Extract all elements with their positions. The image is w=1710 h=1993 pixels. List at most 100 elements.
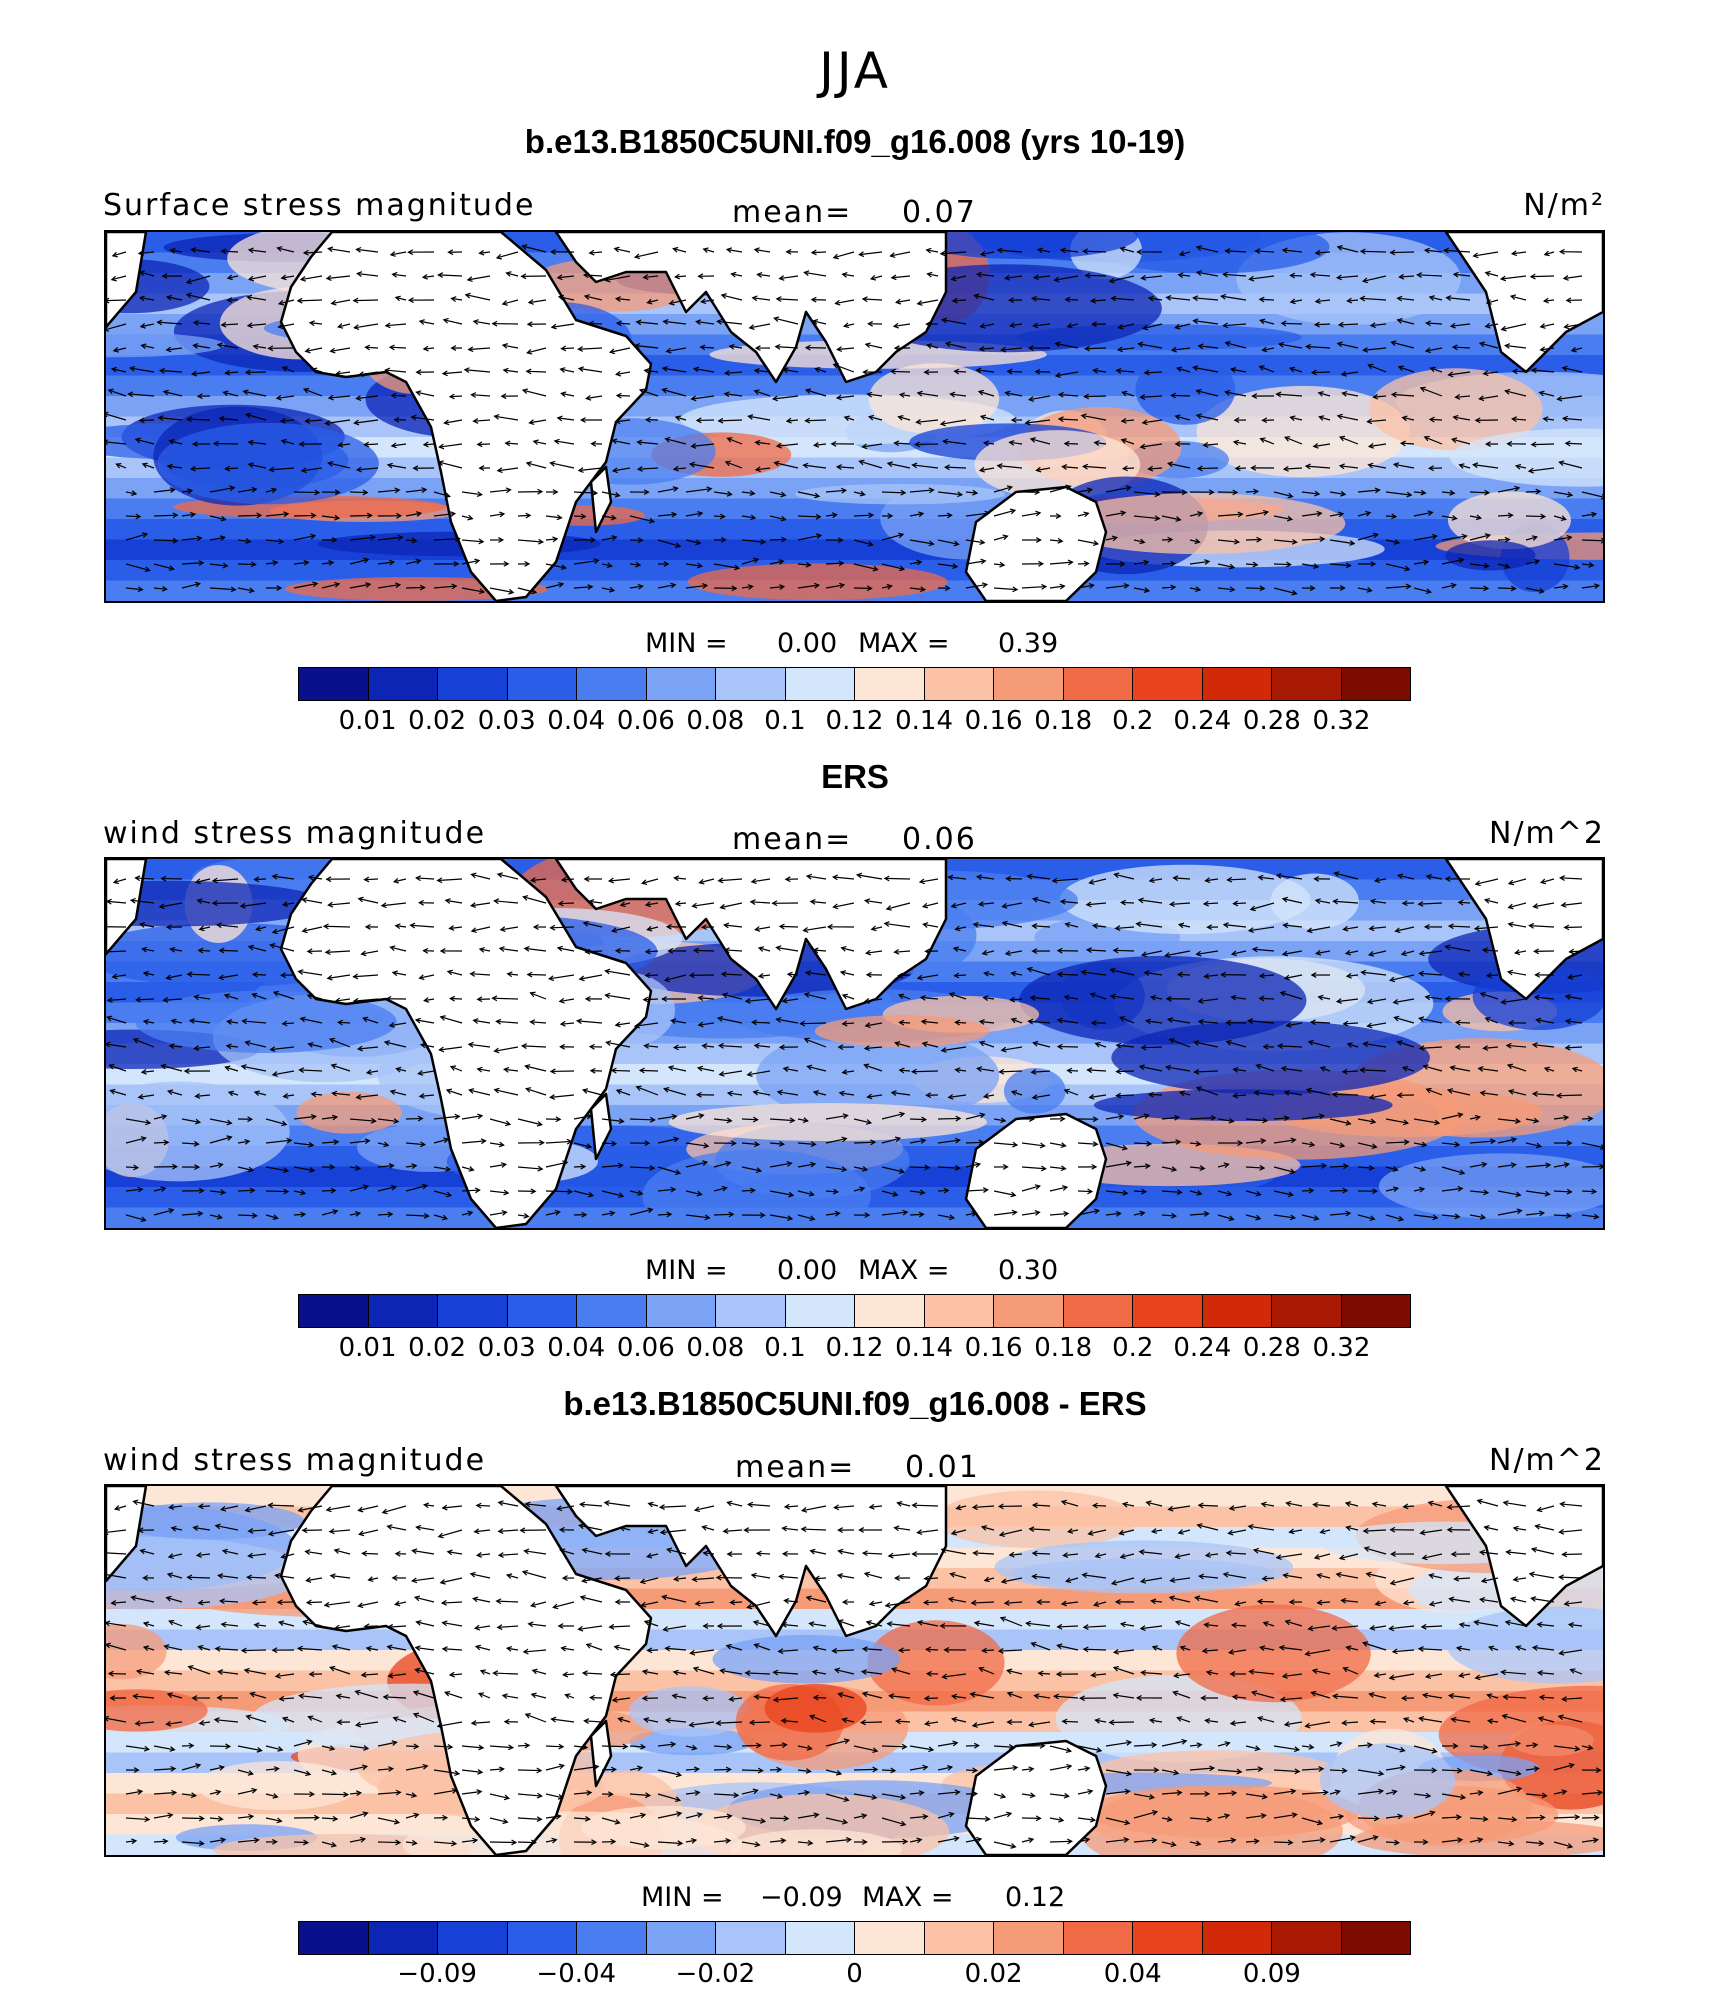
colorbar-tick-label: 0.08 bbox=[686, 1333, 744, 1363]
map-field-patch bbox=[1448, 492, 1571, 550]
map-field-patch bbox=[1135, 355, 1235, 425]
colorbar-swatch bbox=[994, 1295, 1064, 1327]
panel-2-min-label: MIN = bbox=[645, 1255, 728, 1286]
map-field-patch bbox=[712, 1635, 900, 1684]
panel-3-colorbar bbox=[298, 1921, 1411, 1955]
map-field-band bbox=[106, 519, 1603, 541]
colorbar-swatch bbox=[925, 668, 995, 700]
colorbar-tick-label: −0.09 bbox=[397, 1959, 477, 1989]
colorbar-swatch bbox=[508, 1295, 578, 1327]
panel-1-max-value: 0.39 bbox=[998, 628, 1058, 659]
colorbar-swatch bbox=[508, 1922, 578, 1954]
panel-1-mean-label: mean= bbox=[732, 195, 852, 230]
map-field-patch bbox=[629, 1686, 751, 1736]
colorbar-tick-label: 0.18 bbox=[1034, 1333, 1092, 1363]
panel-3-max-label: MAX = bbox=[862, 1882, 953, 1913]
panel-2-mean-label: mean= bbox=[732, 822, 852, 857]
map-field-patch bbox=[1176, 1604, 1370, 1702]
colorbar-swatch bbox=[577, 1922, 647, 1954]
colorbar-tick-label: 0.04 bbox=[1104, 1959, 1162, 1989]
colorbar-swatch bbox=[299, 668, 369, 700]
panel-1-title: b.e13.B1850C5UNI.f09_g16.008 (yrs 10-19) bbox=[0, 123, 1710, 161]
colorbar-swatch bbox=[1272, 1922, 1342, 1954]
colorbar-tick-label: 0.01 bbox=[339, 706, 397, 736]
colorbar-swatch bbox=[786, 1295, 856, 1327]
panel-2-map bbox=[104, 857, 1605, 1230]
map-field-patch bbox=[869, 363, 1000, 434]
panel-2-max-label: MAX = bbox=[858, 1255, 949, 1286]
colorbar-tick-label: 0.14 bbox=[895, 1333, 953, 1363]
colorbar-swatch bbox=[647, 1295, 717, 1327]
map-field-patch bbox=[1111, 1021, 1430, 1095]
colorbar-swatch bbox=[994, 668, 1064, 700]
colorbar-tick-label: 0.09 bbox=[1243, 1959, 1301, 1989]
colorbar-tick-label: 0.14 bbox=[895, 706, 953, 736]
colorbar-swatch bbox=[508, 668, 578, 700]
colorbar-swatch bbox=[438, 1295, 508, 1327]
colorbar-swatch bbox=[1133, 1922, 1203, 1954]
colorbar-tick-label: 0.04 bbox=[547, 706, 605, 736]
map-svg bbox=[106, 232, 1603, 601]
colorbar-swatch bbox=[716, 1295, 786, 1327]
panel-3-title: b.e13.B1850C5UNI.f09_g16.008 - ERS bbox=[0, 1385, 1710, 1423]
panel-1-mean-value: 0.07 bbox=[902, 195, 977, 230]
colorbar-tick-label: 0.03 bbox=[478, 706, 536, 736]
panel-3-units: N/m^2 bbox=[1489, 1443, 1605, 1478]
panel-3-variable-label: wind stress magnitude bbox=[103, 1443, 486, 1478]
colorbar-tick-label: 0.1 bbox=[764, 706, 805, 736]
colorbar-swatch bbox=[299, 1295, 369, 1327]
colorbar-tick-label: 0.32 bbox=[1312, 706, 1370, 736]
colorbar-tick-label: 0.28 bbox=[1243, 1333, 1301, 1363]
colorbar-tick-label: 0.16 bbox=[965, 706, 1023, 736]
colorbar-tick-label: 0.24 bbox=[1173, 1333, 1231, 1363]
panel-3-mean-value: 0.01 bbox=[905, 1450, 980, 1485]
colorbar-swatch bbox=[1342, 1295, 1411, 1327]
colorbar-swatch bbox=[577, 1295, 647, 1327]
colorbar-swatch bbox=[1342, 1922, 1411, 1954]
map-field-patch bbox=[116, 1502, 305, 1539]
panel-2-min-value: 0.00 bbox=[777, 1255, 837, 1286]
colorbar-swatch bbox=[1203, 1922, 1273, 1954]
colorbar-tick-label: 0.32 bbox=[1312, 1333, 1370, 1363]
map-svg bbox=[106, 859, 1603, 1228]
colorbar-swatch bbox=[994, 1922, 1064, 1954]
colorbar-swatch bbox=[855, 668, 925, 700]
colorbar-tick-label: 0.28 bbox=[1243, 706, 1301, 736]
colorbar-tick-label: 0.16 bbox=[965, 1333, 1023, 1363]
panel-2-colorbar bbox=[298, 1294, 1411, 1328]
colorbar-swatch bbox=[369, 668, 439, 700]
colorbar-tick-label: 0.02 bbox=[408, 1333, 466, 1363]
map-field-patch bbox=[934, 1490, 1138, 1548]
colorbar-tick-label: 0.1 bbox=[764, 1333, 805, 1363]
panel-2-max-value: 0.30 bbox=[998, 1255, 1058, 1286]
colorbar-swatch bbox=[647, 668, 717, 700]
colorbar-swatch bbox=[369, 1295, 439, 1327]
figure-season-title: JJA bbox=[0, 42, 1710, 100]
map-field-patch bbox=[815, 1015, 989, 1047]
colorbar-swatch bbox=[577, 668, 647, 700]
colorbar-tick-label: 0.12 bbox=[826, 706, 884, 736]
colorbar-swatch bbox=[438, 1922, 508, 1954]
panel-3-min-label: MIN = bbox=[641, 1882, 724, 1913]
colorbar-swatch bbox=[1133, 668, 1203, 700]
colorbar-tick-label: 0.24 bbox=[1173, 706, 1231, 736]
colorbar-swatch bbox=[1064, 1295, 1134, 1327]
map-svg bbox=[106, 1486, 1603, 1855]
panel-3-map bbox=[104, 1484, 1605, 1857]
colorbar-swatch bbox=[299, 1922, 369, 1954]
colorbar-swatch bbox=[786, 668, 856, 700]
map-field-patch bbox=[688, 564, 948, 601]
colorbar-swatch bbox=[1342, 668, 1411, 700]
colorbar-tick-label: 0.03 bbox=[478, 1333, 536, 1363]
panel-2-units: N/m^2 bbox=[1489, 816, 1605, 851]
panel-3-max-value: 0.12 bbox=[1005, 1882, 1065, 1913]
panel-1-min-value: 0.00 bbox=[777, 628, 837, 659]
panel-3-mean-label: mean= bbox=[735, 1450, 855, 1485]
panel-1-max-label: MAX = bbox=[858, 628, 949, 659]
colorbar-swatch bbox=[647, 1922, 717, 1954]
panel-1-colorbar bbox=[298, 667, 1411, 701]
panel-1-min-label: MIN = bbox=[645, 628, 728, 659]
colorbar-swatch bbox=[855, 1295, 925, 1327]
